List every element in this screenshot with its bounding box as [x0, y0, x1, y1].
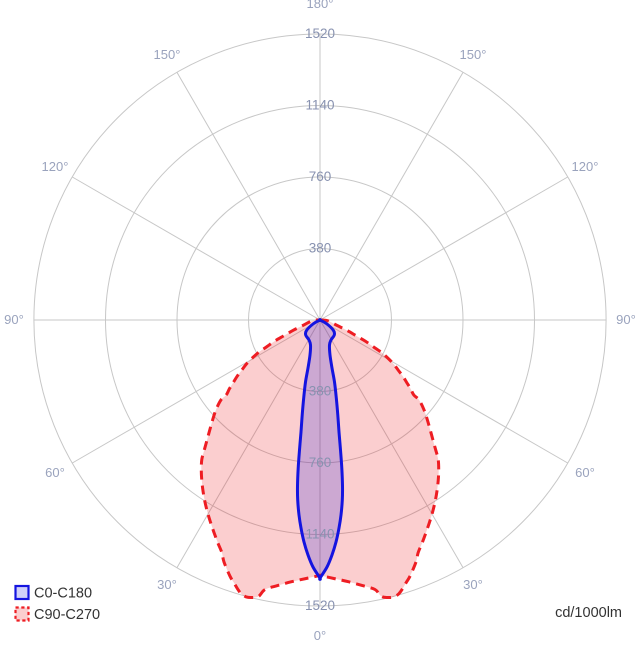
svg-text:cd/1000lm: cd/1000lm — [555, 605, 622, 621]
svg-text:C0-C180: C0-C180 — [34, 586, 92, 602]
svg-text:C90-C270: C90-C270 — [34, 607, 100, 623]
